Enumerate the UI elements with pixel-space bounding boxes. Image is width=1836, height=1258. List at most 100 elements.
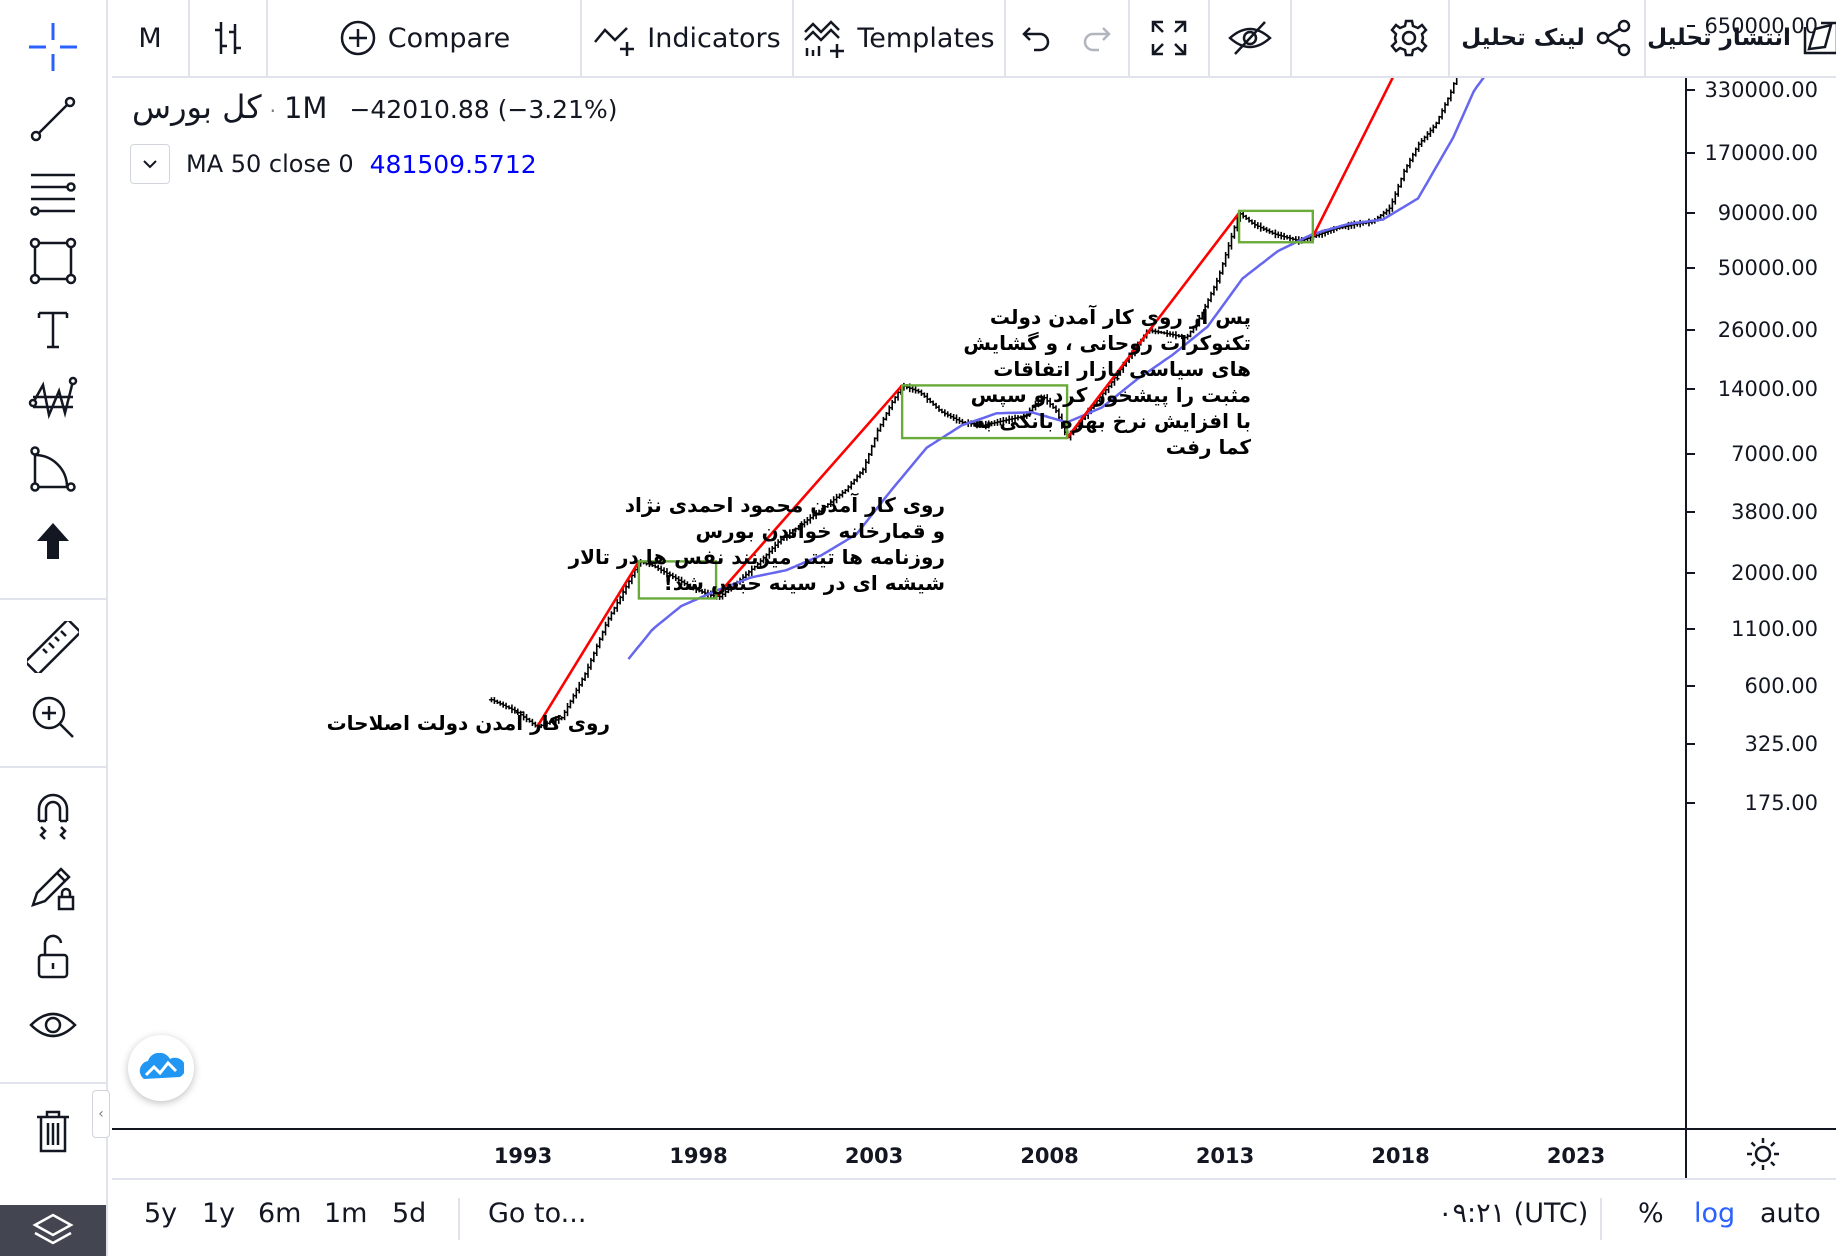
price-tick-mark <box>1687 453 1695 456</box>
range-5d-button[interactable]: 5d <box>392 1198 427 1229</box>
price-bar <box>918 389 924 396</box>
publish-button[interactable]: انتشار تحلیل <box>1646 0 1836 76</box>
clock-timezone[interactable]: ۰۹:۲۱ (UTC) <box>1438 1198 1589 1229</box>
text-tool[interactable] <box>0 294 106 364</box>
price-bar <box>570 693 576 704</box>
lock-all-drawings-tool[interactable] <box>0 922 106 992</box>
time-tick-label: 2023 <box>1546 1144 1606 1168</box>
price-bar <box>1454 78 1458 86</box>
measure-tool[interactable] <box>0 612 106 682</box>
share-link-button[interactable]: لینک تحلیل <box>1450 0 1644 76</box>
axis-settings-button[interactable] <box>1685 1128 1836 1178</box>
bars-icon <box>215 22 241 54</box>
range-box <box>1237 209 1314 244</box>
pattern-tool[interactable] <box>0 364 106 434</box>
interval-button[interactable]: M <box>112 0 188 76</box>
price-bar <box>1246 216 1252 223</box>
price-tick-label: 26000.00 <box>1717 318 1818 343</box>
undo-button[interactable] <box>1006 0 1066 76</box>
zoom-in-tool[interactable] <box>0 682 106 752</box>
gear-icon <box>1390 19 1428 57</box>
collapse-toolbar-button[interactable]: ‹ <box>92 1090 110 1138</box>
price-bar <box>860 467 866 475</box>
price-tick-mark <box>1687 151 1695 154</box>
magnet-icon <box>37 793 69 840</box>
price-tick-mark <box>1687 801 1695 804</box>
chart-pane[interactable]: کل بورس · 1M −42010.88 (−3.21%) MA 50 cl… <box>112 78 1685 1128</box>
trend-line-icon <box>30 96 76 142</box>
range-6m-button[interactable]: 6m <box>258 1198 302 1229</box>
price-bar <box>1442 102 1448 114</box>
undo-icon <box>1022 27 1050 52</box>
legend-collapse-button[interactable] <box>130 144 170 184</box>
templates-button[interactable]: Templates <box>794 0 1004 76</box>
hide-drawings-tool[interactable] <box>0 990 106 1060</box>
price-tick-mark <box>1687 510 1695 513</box>
log-scale-toggle[interactable]: log <box>1694 1198 1736 1229</box>
tradingview-logo[interactable] <box>128 1035 194 1101</box>
fullscreen-icon <box>1151 20 1187 56</box>
symbol-name[interactable]: کل بورس <box>132 88 262 126</box>
price-bar <box>1214 277 1220 291</box>
annotation-rouhani[interactable]: پس از روی کار آمدن دولت تکنوکرات روحانی ،… <box>963 304 1251 460</box>
auto-scale-toggle[interactable]: auto <box>1760 1198 1821 1229</box>
price-bar <box>924 392 930 403</box>
crosshair-tool[interactable] <box>0 12 106 82</box>
redo-button[interactable] <box>1066 0 1128 76</box>
price-bar <box>1249 219 1255 225</box>
arc-tool[interactable] <box>0 434 106 504</box>
price-bar <box>1439 108 1445 120</box>
range-5y-button[interactable]: 5y <box>144 1198 178 1229</box>
ma-label[interactable]: MA 50 close 0 <box>186 150 354 178</box>
price-bar <box>1240 211 1246 219</box>
time-tick-label: 1998 <box>669 1144 728 1168</box>
indicators-button[interactable]: Indicators <box>582 0 792 76</box>
price-bar <box>603 621 609 636</box>
price-axis[interactable]: 7200000.004000000.002250000.001250000.00… <box>1685 14 1836 1128</box>
chart-style-button[interactable] <box>190 0 266 76</box>
moving-average <box>627 78 1485 660</box>
ruler-icon <box>27 621 79 673</box>
price-chart[interactable] <box>112 78 1685 1128</box>
fib-lines-icon <box>30 173 76 216</box>
eye-icon <box>29 1012 77 1038</box>
range-1m-button[interactable]: 1m <box>324 1198 368 1229</box>
legend-separator: · <box>269 99 276 123</box>
price-tick-label: 600.00 <box>1744 674 1818 699</box>
time-axis[interactable]: 1993 1998 2003 2008 2013 2018 2023 <box>112 1128 1685 1178</box>
eye-off-icon <box>1228 21 1272 55</box>
hide-button[interactable] <box>1210 0 1290 76</box>
price-tick-label: 175.00 <box>1744 790 1818 815</box>
annotation-reform-government[interactable]: روی کار آمدن دولت اصلاحات <box>327 710 610 736</box>
annotation-ahmadinejad[interactable]: روی کار آمدن محمود احمدی نژاد و قمارخانه … <box>569 492 945 596</box>
price-tick-label: 14000.00 <box>1717 376 1818 401</box>
zoom-in-icon <box>32 696 74 738</box>
price-tick-mark <box>1687 267 1695 270</box>
price-tick-label: 1100.00 <box>1731 616 1818 641</box>
range-1y-button[interactable]: 1y <box>202 1198 236 1229</box>
fib-retracement-tool[interactable] <box>0 158 106 228</box>
range-boxes[interactable] <box>637 209 1314 600</box>
remove-drawings-tool[interactable] <box>0 1096 106 1166</box>
price-tick-mark <box>1687 571 1695 574</box>
lock-drawings-mode-tool[interactable] <box>0 852 106 922</box>
price-tick-mark <box>1687 387 1695 390</box>
magnet-mode-tool[interactable] <box>0 782 106 852</box>
settings-button[interactable] <box>1370 0 1448 76</box>
compare-button[interactable]: Compare <box>268 0 580 76</box>
price-tick-mark <box>1687 25 1695 28</box>
trend-lines[interactable] <box>535 78 1474 728</box>
price-tick-label: 650000.00 <box>1704 14 1818 39</box>
ma-legend-row: MA 50 close 0 481509.5712 <box>130 144 537 184</box>
arrow-up-icon <box>37 523 69 559</box>
percent-scale-toggle[interactable]: % <box>1638 1198 1664 1229</box>
go-to-date-button[interactable]: Go to... <box>488 1198 587 1229</box>
fullscreen-button[interactable] <box>1130 0 1208 76</box>
trend-line-tool[interactable] <box>0 84 106 154</box>
price-tick-label: 3800.00 <box>1731 499 1818 524</box>
arrow-tool[interactable] <box>0 506 106 576</box>
price-bar <box>1226 242 1232 259</box>
object-tree-button[interactable] <box>0 1205 106 1256</box>
annotation-line: پس از روی کار آمدن دولت <box>989 305 1251 329</box>
rectangle-tool[interactable] <box>0 226 106 296</box>
